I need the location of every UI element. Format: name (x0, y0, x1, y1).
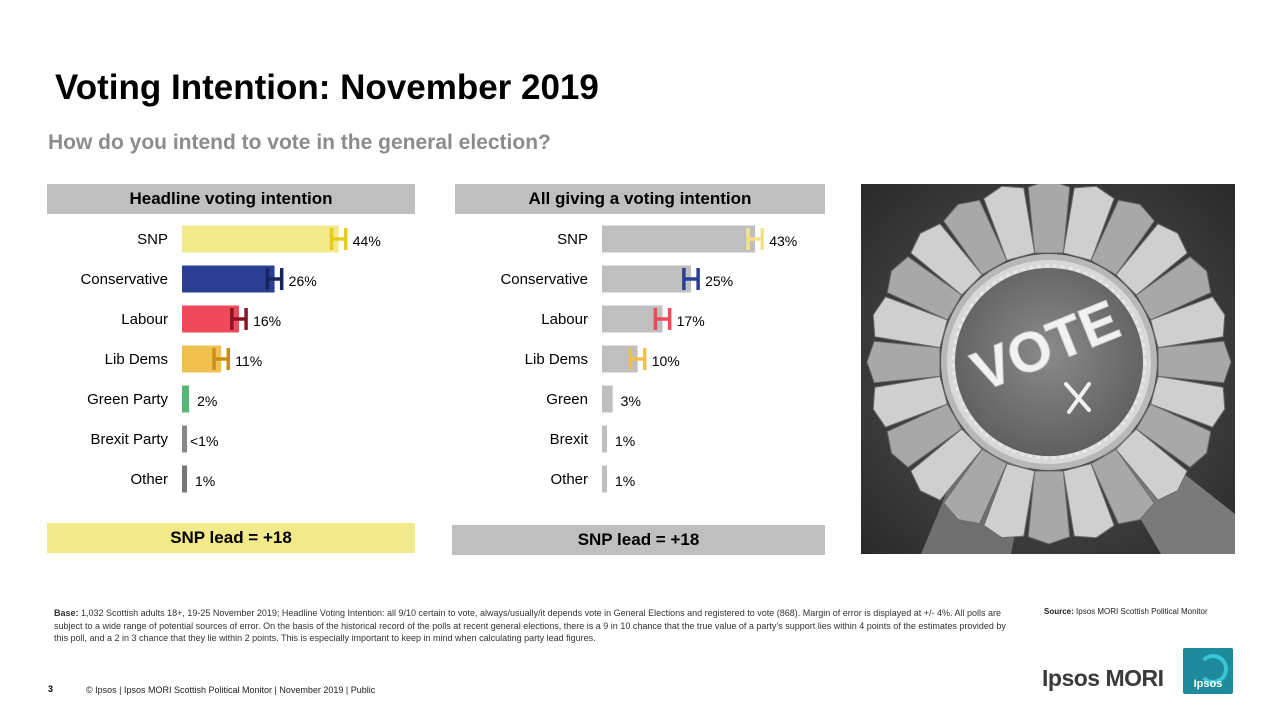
source-text: Ipsos MORI Scottish Political Monitor (1076, 607, 1208, 616)
base-text: 1,032 Scottish adults 18+, 19-25 Novembe… (54, 608, 1006, 643)
all-giving-error-bar (746, 228, 764, 250)
all-giving-bar (602, 265, 691, 293)
all-giving-category-label: SNP (557, 231, 588, 248)
all-giving-category-label: Conservative (500, 271, 588, 288)
source-label: Source: (1044, 607, 1074, 616)
headline-value-label: 2% (197, 393, 217, 409)
slide-number: 3 (48, 684, 54, 694)
headline-error-bar (265, 268, 284, 290)
left-snp-lead-box: SNP lead = +18 (47, 523, 415, 553)
ipsos-badge-logo: Ipsos (1183, 648, 1233, 694)
headline-value-label: 1% (195, 473, 215, 489)
base-note: Base: 1,032 Scottish adults 18+, 19-25 N… (54, 607, 1014, 645)
all-giving-bar (602, 305, 663, 333)
all-giving-error-bar (653, 308, 672, 330)
headline-value-label: 44% (353, 233, 381, 249)
all-giving-bar (602, 385, 613, 413)
all-giving-bar (602, 225, 756, 253)
source-note: Source: Ipsos MORI Scottish Political Mo… (1044, 607, 1208, 616)
right-panel-header: All giving a voting intention (455, 184, 825, 214)
all-giving-value-label: 1% (615, 433, 635, 449)
headline-value-label: <1% (190, 433, 218, 449)
headline-value-label: 26% (289, 273, 317, 289)
headline-category-label: Lib Dems (105, 351, 168, 368)
headline-error-bar (329, 228, 348, 250)
all-giving-category-label: Lib Dems (525, 351, 588, 368)
all-giving-bar (602, 465, 607, 493)
ipsos-badge-icon (1198, 654, 1228, 684)
all-giving-value-label: 1% (615, 473, 635, 489)
footer-text: © Ipsos | Ipsos MORI Scottish Political … (86, 685, 376, 695)
all-giving-value-label: 10% (652, 353, 680, 369)
headline-bar (182, 465, 187, 493)
headline-error-bar (212, 348, 231, 370)
ipsos-badge-text: Ipsos (1193, 678, 1223, 690)
headline-value-label: 11% (235, 353, 262, 369)
headline-category-label: Brexit Party (90, 431, 168, 448)
headline-category-label: Green Party (87, 391, 168, 408)
base-label: Base: (54, 608, 79, 618)
headline-voting-chart: SNP 44% Conservative 26% Labour 16% Lib Dems 11… (80, 225, 381, 493)
headline-bar (182, 305, 239, 333)
left-panel-header: Headline voting intention (47, 184, 415, 214)
all-giving-value-label: 43% (769, 233, 797, 249)
all-giving-value-label: 25% (705, 273, 733, 289)
all-giving-error-bar (628, 348, 647, 370)
headline-category-label: SNP (137, 231, 168, 248)
right-snp-lead-box: SNP lead = +18 (452, 525, 825, 555)
all-giving-error-bar (682, 268, 700, 290)
headline-value-label: 16% (253, 313, 281, 329)
headline-category-label: Labour (121, 311, 168, 328)
rosette-pleats (866, 184, 1232, 545)
all-giving-bar (602, 425, 607, 453)
all-giving-category-label: Green (546, 391, 588, 408)
headline-bar (182, 225, 339, 253)
all-voting-chart: SNP 43% Conservative 25% Labour 17% Lib Dems 10… (500, 225, 797, 493)
headline-category-label: Other (130, 471, 168, 488)
vote-rosette-image: VOTE (861, 184, 1235, 554)
ipsos-mori-logo: Ipsos MORI (1042, 665, 1164, 691)
all-giving-value-label: 17% (677, 313, 705, 329)
all-giving-category-label: Other (550, 471, 588, 488)
headline-bar (182, 385, 190, 413)
headline-bar (182, 425, 187, 453)
page-title: Voting Intention: November 2019 (55, 68, 599, 107)
page-subtitle: How do you intend to vote in the general… (48, 131, 551, 154)
headline-error-bar (230, 308, 248, 330)
all-giving-value-label: 3% (621, 393, 641, 409)
all-giving-category-label: Brexit (550, 431, 589, 448)
headline-bar (182, 265, 275, 293)
headline-category-label: Conservative (80, 271, 168, 288)
all-giving-category-label: Labour (541, 311, 588, 328)
